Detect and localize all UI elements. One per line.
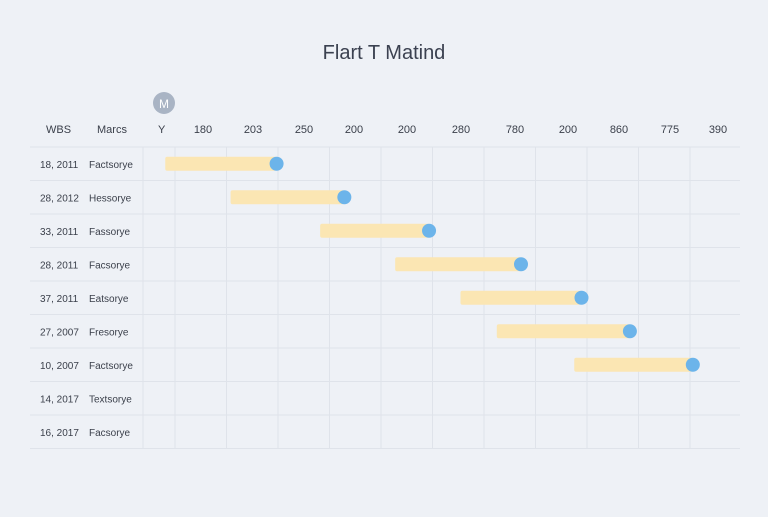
gantt-row: 28, 2011 Facsorye (40, 257, 528, 272)
gantt-row: 18, 2011 Factsorye (40, 156, 284, 171)
gantt-bar[interactable] (460, 290, 582, 305)
gantt-rows: 18, 2011 Factsorye 28, 2012 Hessorye 33, 201… (40, 156, 700, 439)
gantt-bar[interactable] (320, 223, 430, 238)
row-marcs: Fassorye (89, 227, 131, 238)
x-tick-label: 780 (506, 124, 524, 136)
x-tick-label: 280 (452, 124, 470, 136)
gantt-bar[interactable] (395, 257, 521, 272)
gantt-endpoint[interactable] (514, 257, 528, 272)
row-wbs: 16, 2017 (40, 428, 79, 439)
chart-title: Flart T Matind (322, 42, 446, 64)
y-header: Y (158, 124, 166, 136)
row-marcs: Textsorye (89, 394, 132, 405)
badge: M (153, 92, 175, 114)
row-wbs: 10, 2007 (40, 361, 79, 372)
header-row: WBS Marcs Y 180 203 250 200 200 280 780 200 860 7… (46, 124, 727, 136)
gantt-bar[interactable] (165, 156, 277, 171)
row-marcs: Factsorye (89, 361, 133, 372)
gantt-bar[interactable] (230, 190, 345, 205)
gantt-row: 10, 2007 Factsorye (40, 357, 700, 372)
grid-lines (30, 146, 740, 449)
x-tick-label: 180 (194, 124, 212, 136)
gantt-row: 16, 2017 Facsorye (40, 428, 131, 439)
row-wbs: 33, 2011 (40, 227, 79, 238)
row-marcs: Fresorye (89, 327, 129, 338)
x-tick-label: 200 (559, 124, 577, 136)
gantt-bar[interactable] (574, 357, 693, 372)
gantt-endpoint[interactable] (269, 156, 284, 171)
row-marcs: Hessorye (89, 193, 132, 204)
x-tick-label: 203 (244, 124, 262, 136)
badge-circle (153, 92, 175, 114)
x-tick-label: 860 (610, 124, 628, 136)
row-wbs: 14, 2017 (40, 394, 79, 405)
row-wbs: 28, 2012 (40, 193, 79, 204)
row-wbs: 27, 2007 (40, 327, 79, 338)
gantt-endpoint[interactable] (574, 290, 589, 305)
row-wbs: 28, 2011 (40, 260, 79, 271)
gantt-bar[interactable] (496, 324, 630, 339)
badge-letter: M (159, 97, 169, 111)
gantt-row: 28, 2012 Hessorye (40, 190, 352, 205)
x-tick-labels: 180 203 250 200 200 280 780 200 860 775 390 (194, 124, 727, 136)
gantt-endpoint[interactable] (622, 324, 637, 339)
x-tick-label: 200 (345, 124, 363, 136)
gantt-row: 27, 2007 Fresorye (40, 324, 637, 339)
row-wbs: 18, 2011 (40, 160, 79, 171)
marcs-header: Marcs (97, 124, 127, 136)
row-marcs: Factsorye (89, 160, 133, 171)
gantt-row: 37, 2011 Eatsorye (40, 290, 589, 305)
x-tick-label: 775 (661, 124, 679, 136)
x-tick-label: 200 (398, 124, 416, 136)
x-tick-label: 390 (709, 124, 727, 136)
row-marcs: Facsorye (89, 428, 131, 439)
x-tick-label: 250 (295, 124, 313, 136)
gantt-endpoint[interactable] (337, 190, 352, 205)
wbs-header: WBS (46, 124, 71, 136)
gantt-endpoint[interactable] (685, 357, 700, 372)
gantt-row: 14, 2017 Textsorye (40, 394, 132, 405)
row-marcs: Eatsorye (89, 294, 129, 305)
row-wbs: 37, 2011 (40, 294, 79, 305)
gantt-endpoint[interactable] (422, 223, 437, 238)
gantt-row: 33, 2011 Fassorye (40, 223, 437, 238)
row-marcs: Facsorye (89, 260, 131, 271)
